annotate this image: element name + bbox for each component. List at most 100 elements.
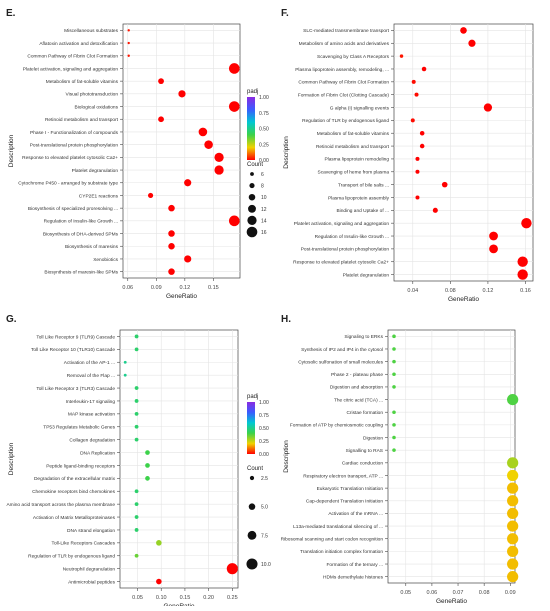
category-label: Platelet activation, signaling and aggre… xyxy=(23,66,119,72)
category-label: Removal of the Flap ... xyxy=(67,373,115,379)
category-label: Retinoid metabolism and transport xyxy=(316,144,390,150)
size-legend-label: 10.0 xyxy=(261,562,271,568)
category-label: Toll Like Receptor 3 (TLR3) Cascade xyxy=(36,386,115,392)
category-label: Biosynthesis of maresins xyxy=(65,244,119,250)
category-label: Activation of the mRNA ... xyxy=(328,511,383,517)
size-legend-dot xyxy=(249,183,255,189)
data-point xyxy=(184,179,192,187)
data-point xyxy=(168,268,175,275)
x-axis-title: GeneRatio xyxy=(166,293,197,300)
data-point xyxy=(228,63,240,74)
data-point xyxy=(127,29,130,32)
category-label: Peptide ligand-binding receptors xyxy=(46,463,115,469)
category-label: Eukaryotic Translation Initiation xyxy=(317,486,384,492)
data-point xyxy=(204,140,213,149)
data-point xyxy=(145,450,150,455)
category-label: Biosynthesis of specialized proresolving… xyxy=(28,206,118,212)
data-point xyxy=(214,165,224,175)
category-label: Metabolism of amino acids and derivative… xyxy=(299,41,390,47)
color-bar-label: 0.50 xyxy=(259,127,269,133)
x-tick-label: 0.06 xyxy=(427,590,438,596)
category-label: Common Pathway of Fibrin Clot Formation xyxy=(298,80,389,86)
y-axis-title: Description xyxy=(8,134,15,167)
data-point xyxy=(507,571,519,583)
data-point xyxy=(415,156,420,161)
color-bar-label: 1.00 xyxy=(259,95,269,101)
size-legend-dot xyxy=(246,558,258,570)
category-label: Translation initiation complex formation xyxy=(300,549,383,555)
size-legend-label: 7.5 xyxy=(261,533,268,539)
size-legend-label: 6 xyxy=(261,172,264,178)
category-label: G alpha (i) signalling events xyxy=(330,105,390,111)
size-legend-label: 10 xyxy=(261,195,267,201)
x-tick-label: 0.25 xyxy=(227,595,238,601)
data-point xyxy=(521,217,532,229)
data-point xyxy=(392,385,396,389)
category-label: SLC-mediated transmembrane transport xyxy=(303,28,390,34)
category-label: Toll Like Receptor 10 (TLR10) Cascade xyxy=(31,347,115,353)
plot-frame xyxy=(387,329,516,584)
category-label: Antimicrobial peptides xyxy=(68,579,116,585)
data-point xyxy=(392,359,396,364)
data-point xyxy=(411,79,416,84)
data-point xyxy=(134,399,139,403)
category-label: Interleukin-17 signaling xyxy=(66,399,116,405)
data-point xyxy=(134,502,139,507)
panel-label: F. xyxy=(281,8,289,19)
category-label: Response to elevated platelet cytosolic … xyxy=(293,260,389,266)
category-label: Platelet degranulation xyxy=(72,168,119,174)
data-point xyxy=(134,334,139,339)
data-point xyxy=(489,244,498,254)
category-label: Toll Like Receptor 9 (TLR9) Cascade xyxy=(36,334,115,340)
data-point xyxy=(414,92,419,97)
data-point xyxy=(483,103,493,112)
y-axis-title: Description xyxy=(283,440,290,473)
category-label: Biosynthesis of maresin-like SPMs xyxy=(44,269,118,275)
y-axis-title: Description xyxy=(8,442,15,475)
size-legend-title: Count xyxy=(247,162,263,168)
color-bar-label: 0.25 xyxy=(259,142,269,148)
x-axis-title: GeneRatio xyxy=(436,598,467,605)
category-label: Xenobiotics xyxy=(93,257,118,263)
category-label: Miscellaneous substrates xyxy=(64,28,118,34)
category-label: Cristae formation xyxy=(346,410,383,416)
data-point xyxy=(410,118,415,123)
data-point xyxy=(432,207,438,213)
data-point xyxy=(415,195,420,200)
category-label: Cardiac conduction xyxy=(342,461,383,467)
category-label: TP53 Regulates Metabolic Genes xyxy=(43,425,115,431)
panel-label: G. xyxy=(6,314,17,325)
category-label: Neutrophil degranulation xyxy=(63,566,116,572)
category-label: Metabolism of fat-soluble vitamins xyxy=(46,79,119,85)
color-bar-label: 0.00 xyxy=(259,158,269,164)
color-bar-label: 1.00 xyxy=(259,400,269,406)
data-point xyxy=(507,558,519,570)
x-tick-label: 0.04 xyxy=(407,288,418,294)
size-legend-label: 2.5 xyxy=(261,476,268,482)
x-tick-label: 0.08 xyxy=(479,590,490,596)
data-point xyxy=(517,269,528,280)
size-legend-dot xyxy=(250,172,254,176)
size-legend-label: 8 xyxy=(261,184,264,190)
category-label: Collagen degradation xyxy=(69,437,115,443)
data-point xyxy=(507,393,519,406)
category-label: Common Pathway of Fibrin Clot Formation xyxy=(27,54,118,60)
size-legend-label: 12 xyxy=(261,207,267,213)
data-point xyxy=(123,360,127,364)
data-point xyxy=(507,533,519,545)
data-point xyxy=(127,54,130,57)
x-tick-label: 0.09 xyxy=(151,285,162,291)
data-point xyxy=(228,215,240,227)
data-point xyxy=(392,435,396,440)
category-label: DNA Replication xyxy=(80,450,115,456)
size-legend-dot xyxy=(247,530,257,540)
y-axis-title: Description xyxy=(283,136,290,169)
panel-2: F. 0.04 0.08 0.12 0.16 SLC-mediated transmemb… xyxy=(281,8,534,303)
data-point xyxy=(158,116,164,123)
x-tick-label: 0.20 xyxy=(203,595,214,601)
data-point xyxy=(507,520,519,532)
data-point xyxy=(226,563,238,575)
x-tick-label: 0.07 xyxy=(453,590,464,596)
category-label: Retinoid metabolism and transport xyxy=(45,117,119,123)
color-bar-label: 0.50 xyxy=(259,426,269,432)
